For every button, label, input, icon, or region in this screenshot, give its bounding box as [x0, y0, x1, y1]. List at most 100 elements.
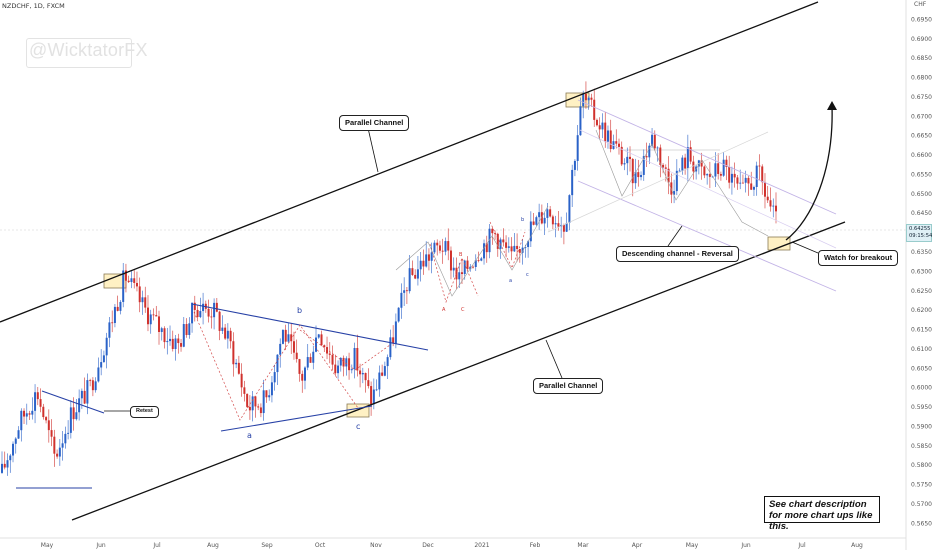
- candle-body: [631, 158, 634, 184]
- time-tick-label: 2021: [474, 542, 489, 549]
- candle-body: [730, 173, 733, 183]
- candle-body: [14, 438, 17, 444]
- callout-watch-breakout: Watch for breakout: [818, 250, 899, 266]
- candle-body: [615, 141, 618, 144]
- descending-channel-upper: [577, 99, 837, 215]
- candle-body: [50, 430, 53, 437]
- candle-body: [141, 297, 144, 303]
- wave-label-c: c: [356, 422, 360, 431]
- wave-label-c2: c: [526, 272, 529, 278]
- candle-body: [579, 106, 582, 136]
- candle-body: [251, 396, 254, 411]
- candle-body: [664, 167, 667, 169]
- candle-body: [163, 328, 166, 343]
- candle-body: [224, 327, 227, 339]
- candle-body: [36, 392, 39, 400]
- time-tick-label: Jun: [95, 542, 106, 549]
- candle-body: [218, 311, 221, 331]
- candle-body: [378, 372, 381, 390]
- candle-body: [221, 327, 224, 331]
- candle-body: [397, 307, 400, 322]
- candle-body: [166, 341, 169, 343]
- candle-body: [69, 407, 72, 433]
- wave-structure-lines: [395, 129, 769, 297]
- candle-body: [645, 156, 648, 158]
- candles: [1, 81, 777, 476]
- pointer-descending: [667, 225, 683, 247]
- candle-body: [772, 205, 775, 207]
- time-tick-label: Dec: [422, 542, 434, 549]
- candle-body: [287, 334, 290, 342]
- time-tick-label: Aug: [207, 542, 219, 549]
- wave-label-C: C: [461, 307, 465, 313]
- watermark-frame: [26, 38, 132, 68]
- candle-countdown: 09:15:54: [909, 233, 932, 239]
- candle-body: [45, 417, 48, 421]
- candle-body: [364, 373, 367, 381]
- candle-body: [334, 364, 337, 374]
- candle-body: [425, 254, 428, 267]
- breakout-arrow: [785, 105, 833, 241]
- wave-label-B: B: [459, 252, 463, 258]
- candle-body: [124, 270, 127, 281]
- candle-body: [750, 183, 753, 190]
- candle-body: [94, 381, 97, 391]
- candle-body: [766, 196, 769, 201]
- time-tick-label: May: [686, 542, 699, 549]
- candle-body: [761, 166, 764, 183]
- candle-body: [576, 135, 579, 161]
- candle-body: [507, 246, 510, 248]
- candle-body: [262, 390, 265, 414]
- candle-body: [169, 338, 172, 342]
- candle-body: [609, 130, 612, 150]
- candle-body: [480, 258, 483, 261]
- candle-body: [174, 338, 177, 350]
- candle-body: [629, 156, 632, 159]
- candle-body: [441, 250, 444, 252]
- candle-body: [80, 390, 83, 399]
- candle-body: [185, 324, 188, 335]
- candle-body: [152, 314, 155, 316]
- triangle-upper-line: [191, 303, 429, 351]
- candle-body: [684, 157, 687, 169]
- candle-body: [469, 266, 472, 270]
- triangle-lower-line: [220, 405, 373, 432]
- candle-body: [433, 242, 436, 253]
- candle-body: [430, 252, 433, 261]
- candle-body: [326, 347, 329, 354]
- left-triangle-upper: [41, 390, 105, 414]
- candle-body: [295, 352, 298, 360]
- candle-body: [483, 243, 486, 259]
- candle-body: [72, 407, 75, 420]
- candle-body: [248, 406, 251, 411]
- candle-body: [215, 302, 218, 312]
- candle-body: [438, 245, 441, 251]
- candle-body: [617, 143, 620, 147]
- candle-body: [58, 447, 61, 457]
- candle-body: [400, 292, 403, 308]
- time-axis[interactable]: May Jun Jul Aug Sep Oct Nov Dec 2021 Feb Mar Apr May…: [41, 542, 863, 549]
- candle-body: [466, 260, 469, 270]
- candle-body: [375, 389, 378, 391]
- candle-body: [460, 272, 463, 275]
- descending-channel-lower: [577, 180, 837, 292]
- time-tick-label: Oct: [315, 542, 326, 549]
- candle-body: [306, 357, 309, 368]
- candle-body: [648, 145, 651, 158]
- candle-body: [235, 362, 238, 365]
- candle-body: [573, 160, 576, 170]
- candle-body: [540, 212, 543, 224]
- candle-body: [20, 410, 23, 431]
- callout-parallel-channel-bottom: Parallel Channel: [533, 378, 604, 394]
